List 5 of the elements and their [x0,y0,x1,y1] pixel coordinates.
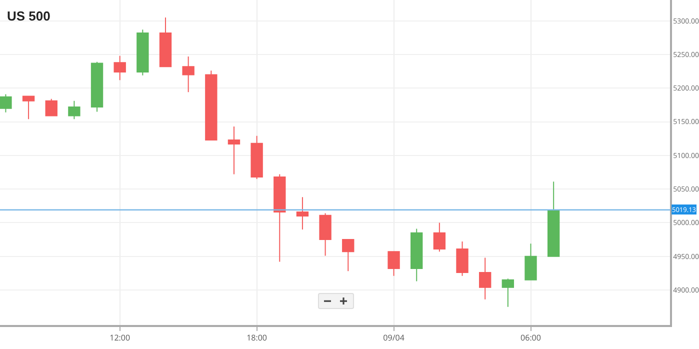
x-tick-label: 09/04 [383,332,405,344]
x-tick-label: 12:00 [110,332,130,344]
x-tick-label: 06:00 [520,332,542,344]
text: US 500 [6,8,50,24]
x-tick-label: 18:00 [246,332,268,344]
